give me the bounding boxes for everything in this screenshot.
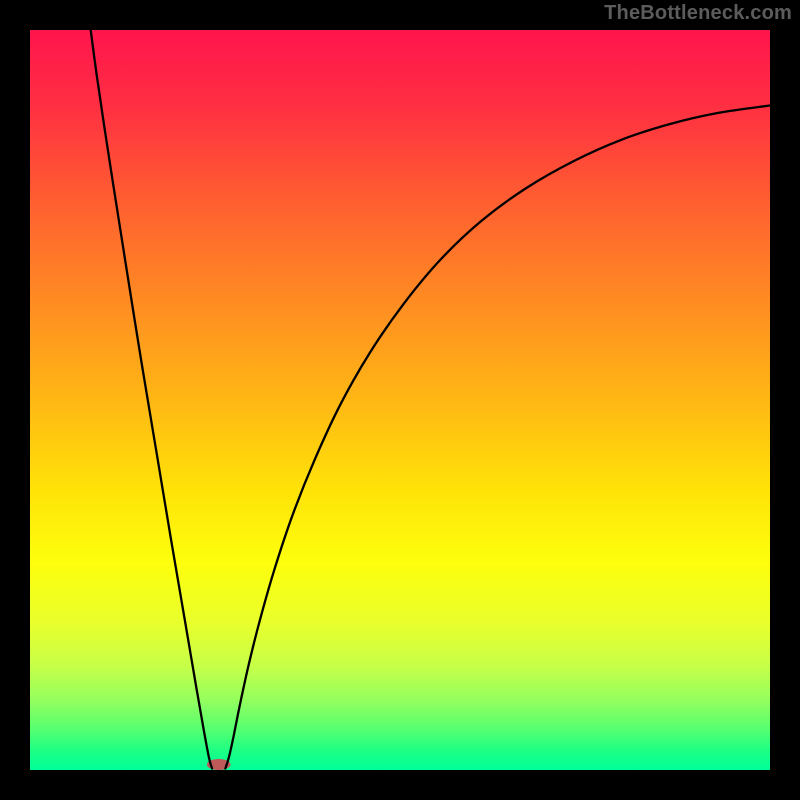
- chart-svg: [0, 0, 800, 800]
- chart-frame: TheBottleneck.com: [0, 0, 800, 800]
- watermark-text: TheBottleneck.com: [604, 2, 792, 25]
- plot-background: [30, 30, 770, 770]
